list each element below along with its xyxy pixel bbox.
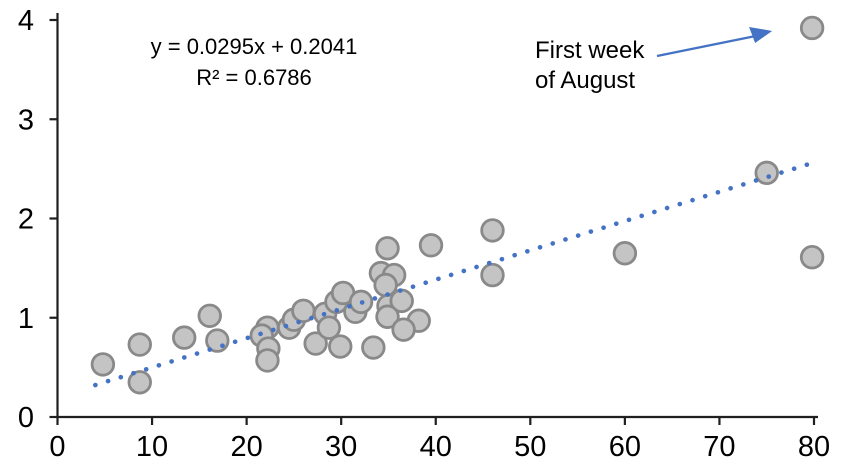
data-point [197, 303, 222, 328]
data-point [480, 262, 505, 288]
y-tick-label: 4 [18, 5, 34, 37]
annotation-line-2: of August [535, 67, 636, 94]
data-point [127, 370, 152, 395]
data-point [799, 245, 825, 270]
x-tick-label: 60 [609, 431, 641, 463]
data-point [303, 331, 328, 356]
annotation-arrow-line [656, 34, 759, 58]
data-point [255, 348, 280, 373]
y-tick-label: 1 [18, 303, 34, 335]
data-point [361, 335, 386, 360]
x-tick-label: 10 [136, 431, 168, 463]
trendline [93, 159, 820, 388]
data-point [127, 332, 152, 357]
x-tick-label: 30 [325, 431, 357, 463]
y-tick-label: 0 [18, 402, 34, 434]
x-tick-label: 80 [798, 431, 830, 463]
data-point [172, 325, 197, 350]
x-tick-label: 50 [514, 431, 546, 463]
data-point [418, 233, 444, 258]
x-tick-label: 70 [703, 431, 735, 463]
y-tick-label: 2 [18, 204, 34, 236]
data-point [799, 15, 825, 41]
trendline-equation-formula: y = 0.0295x + 0.2041 [150, 34, 358, 59]
y-tick-label: 3 [18, 104, 34, 136]
data-point [375, 236, 400, 261]
x-tick-label: 0 [49, 431, 65, 463]
data-point [375, 304, 400, 329]
trendline-equation: y = 0.0295x + 0.2041 R² = 0.6786 [128, 31, 380, 93]
trendline-equation-r2: R² = 0.6786 [196, 65, 312, 90]
data-point [480, 218, 505, 243]
data-point [612, 241, 638, 266]
x-tick-label: 40 [420, 431, 452, 463]
annotation-first-week-of-august: First week of August [535, 36, 644, 96]
x-tick-label: 20 [230, 431, 262, 463]
annotation-line-1: First week [535, 37, 645, 64]
data-point [754, 160, 779, 186]
data-point [90, 352, 116, 377]
annotation-arrow-head-icon [749, 26, 773, 43]
data-point [328, 334, 353, 359]
data-point [316, 315, 342, 340]
data-point [391, 317, 416, 342]
